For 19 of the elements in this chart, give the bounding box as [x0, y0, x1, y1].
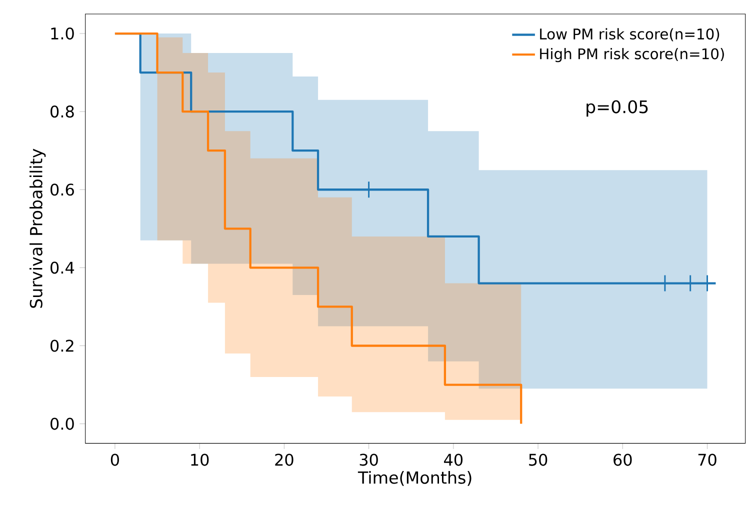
x-tick-label: 20 — [275, 454, 294, 466]
x-tick-label: 30 — [360, 454, 378, 466]
x-tick-label: 40 — [444, 454, 463, 466]
x-tick-label: 10 — [191, 454, 209, 466]
y-tick-label: 0.8 — [50, 106, 74, 118]
x-tick-label: 0 — [110, 454, 119, 466]
annotation: p=0.05 — [586, 100, 648, 117]
y-tick-label: 0.6 — [50, 184, 74, 196]
x-tick-label: 70 — [698, 454, 716, 466]
y-tick-label: 0.0 — [50, 418, 74, 430]
y-axis-title: Survival Probability — [30, 148, 46, 308]
y-tick-label: 0.2 — [50, 340, 74, 352]
y-tick-label: 0.4 — [50, 262, 74, 274]
y-tick-label: 1.0 — [51, 27, 74, 40]
legend-label: High PM risk score(n=10) — [540, 48, 724, 62]
legend-label: Low PM risk score(n=10) — [540, 28, 720, 42]
x-axis-title: Time(Months) — [358, 470, 472, 486]
x-tick-label: 60 — [614, 454, 632, 466]
x-tick-label: 50 — [529, 454, 548, 466]
